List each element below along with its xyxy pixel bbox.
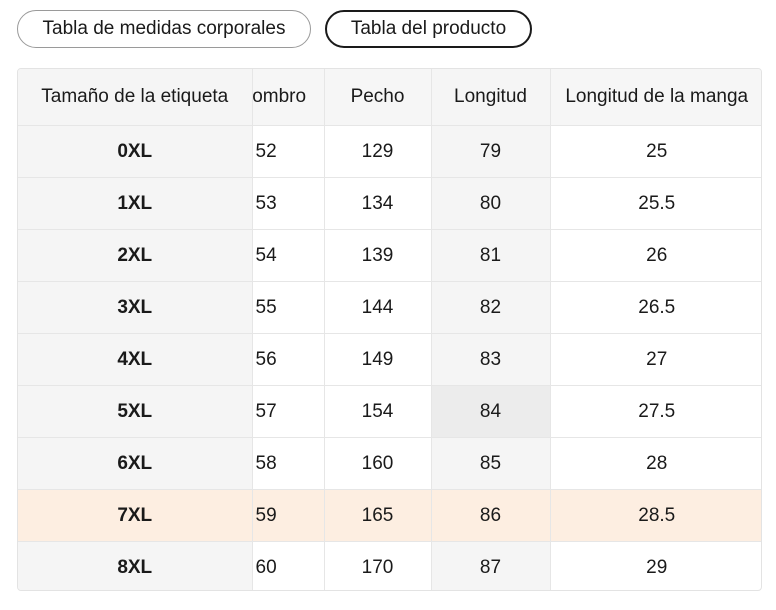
cell-size: 0XL	[18, 125, 253, 178]
cell-length: 83	[431, 333, 551, 386]
cell-length: 84	[431, 385, 551, 438]
tab-product-measurements[interactable]: Tabla del producto	[325, 10, 532, 48]
cell-chest: 139	[324, 229, 432, 282]
header-size: Tamaño de la etiqueta	[18, 69, 253, 126]
header-shoulder: Hombro	[252, 69, 325, 126]
cell-sleeve: 27.5	[550, 385, 761, 438]
cell-sleeve: 25	[550, 125, 761, 178]
cell-shoulder: 55	[252, 281, 325, 334]
cell-sleeve: 25.5	[550, 177, 761, 230]
cell-length: 87	[431, 541, 551, 590]
cell-size: 1XL	[18, 177, 253, 230]
cell-length: 82	[431, 281, 551, 334]
cell-length: 81	[431, 229, 551, 282]
table-row: 0XL 52 129 79 25	[18, 125, 761, 178]
cell-shoulder: 56	[252, 333, 325, 386]
cell-length: 79	[431, 125, 551, 178]
cell-chest: 170	[324, 541, 432, 590]
table-header-row: Tamaño de la etiqueta Hombro Pecho Longi…	[18, 69, 761, 126]
cell-sleeve: 28	[550, 437, 761, 490]
table-row: 7XL 59 165 86 28.5	[18, 489, 761, 542]
cell-sleeve: 28.5	[550, 489, 761, 542]
size-table-container[interactable]: Tamaño de la etiqueta Hombro Pecho Longi…	[17, 68, 762, 591]
table-row: 5XL 57 154 84 27.5	[18, 385, 761, 438]
cell-shoulder: 53	[252, 177, 325, 230]
cell-chest: 165	[324, 489, 432, 542]
table-row: 8XL 60 170 87 29	[18, 541, 761, 590]
cell-shoulder: 52	[252, 125, 325, 178]
cell-length: 86	[431, 489, 551, 542]
cell-chest: 129	[324, 125, 432, 178]
table-row: 2XL 54 139 81 26	[18, 229, 761, 282]
table-row: 1XL 53 134 80 25.5	[18, 177, 761, 230]
cell-shoulder: 54	[252, 229, 325, 282]
cell-sleeve: 29	[646, 556, 668, 578]
cell-chest: 154	[324, 385, 432, 438]
header-sleeve: Longitud de la manga	[550, 69, 761, 126]
cell-size: 4XL	[18, 333, 253, 386]
size-table: Tamaño de la etiqueta Hombro Pecho Longi…	[18, 69, 761, 590]
cell-chest: 144	[324, 281, 432, 334]
cell-shoulder: 57	[252, 385, 325, 438]
header-length: Longitud	[431, 69, 551, 126]
cell-shoulder: 59	[252, 489, 325, 542]
header-chest: Pecho	[324, 69, 432, 126]
cell-size: 7XL	[18, 489, 253, 542]
cell-size: 6XL	[18, 437, 253, 490]
table-row: 4XL 56 149 83 27	[18, 333, 761, 386]
cell-sleeve: 27	[550, 333, 761, 386]
cell-shoulder: 60	[252, 541, 325, 590]
table-row: 6XL 58 160 85 28	[18, 437, 761, 490]
cell-chest: 149	[324, 333, 432, 386]
cell-shoulder: 58	[252, 437, 325, 490]
cell-length: 85	[431, 437, 551, 490]
cell-size: 5XL	[18, 385, 253, 438]
cell-chest: 134	[324, 177, 432, 230]
cell-sleeve: 26	[550, 229, 761, 282]
tab-body-measurements[interactable]: Tabla de medidas corporales	[17, 10, 311, 48]
cell-sleeve: 26.5	[550, 281, 761, 334]
cell-chest: 160	[324, 437, 432, 490]
cell-size: 3XL	[18, 281, 253, 334]
cell-size: 8XL	[18, 541, 253, 590]
table-row: 3XL 55 144 82 26.5	[18, 281, 761, 334]
cell-size: 2XL	[18, 229, 253, 282]
cell-length: 80	[431, 177, 551, 230]
